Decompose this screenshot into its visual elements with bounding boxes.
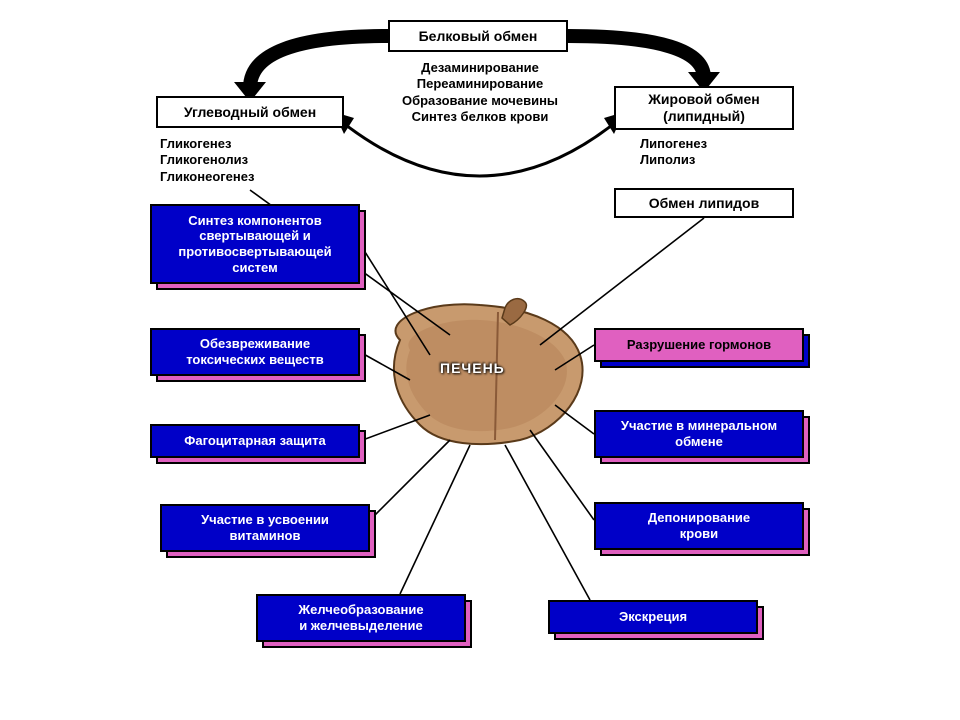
box-blood-depot: Депонирование крови	[594, 502, 804, 550]
box-label: Фагоцитарная защита	[184, 433, 325, 449]
label: Углеводный обмен	[184, 104, 316, 121]
box-carb-metabolism: Углеводный обмен	[156, 96, 344, 128]
label: Обмен липидов	[649, 195, 759, 212]
box-mineral: Участие в минеральном обмене	[594, 410, 804, 458]
box-comp-synthesis: Синтез компонентов свертывающей и против…	[150, 204, 360, 284]
box-bile: Желчеобразование и желчевыделение	[256, 594, 466, 642]
caption-protein: Дезаминирование Переаминирование Образов…	[380, 60, 580, 125]
box-detox: Обезвреживание токсических веществ	[150, 328, 360, 376]
box-label: Депонирование крови	[648, 510, 750, 541]
arrow-top-left	[250, 36, 388, 88]
box-hormones: Разрушение гормонов	[594, 328, 804, 362]
caption-carb: Гликогенез Гликогенолиз Гликонеогенез	[160, 136, 320, 185]
box-phago: Фагоцитарная защита	[150, 424, 360, 458]
arrow-top-right	[568, 36, 704, 78]
box-label: Экскреция	[619, 609, 687, 625]
box-label: Разрушение гормонов	[627, 337, 771, 353]
box-label: Синтез компонентов свертывающей и против…	[178, 213, 331, 275]
label: Белковый обмен	[419, 28, 538, 45]
box-lipid-metabolism: Жировой обмен (липидный)	[614, 86, 794, 130]
label: Жировой обмен (липидный)	[648, 91, 759, 125]
caption-lipid: Липогенез Липолиз	[640, 136, 780, 169]
box-label: Желчеобразование и желчевыделение	[298, 602, 423, 633]
box-protein-metabolism: Белковый обмен	[388, 20, 568, 52]
box-label: Обезвреживание токсических веществ	[186, 336, 324, 367]
box-excretion: Экскреция	[548, 600, 758, 634]
liver-label: ПЕЧЕНЬ	[440, 360, 505, 376]
box-label: Участие в минеральном обмене	[621, 418, 777, 449]
box-label: Участие в усвоении витаминов	[201, 512, 329, 543]
box-vitamins: Участие в усвоении витаминов	[160, 504, 370, 552]
arc-interchange	[342, 122, 616, 176]
box-lipid-exchange: Обмен липидов	[614, 188, 794, 218]
